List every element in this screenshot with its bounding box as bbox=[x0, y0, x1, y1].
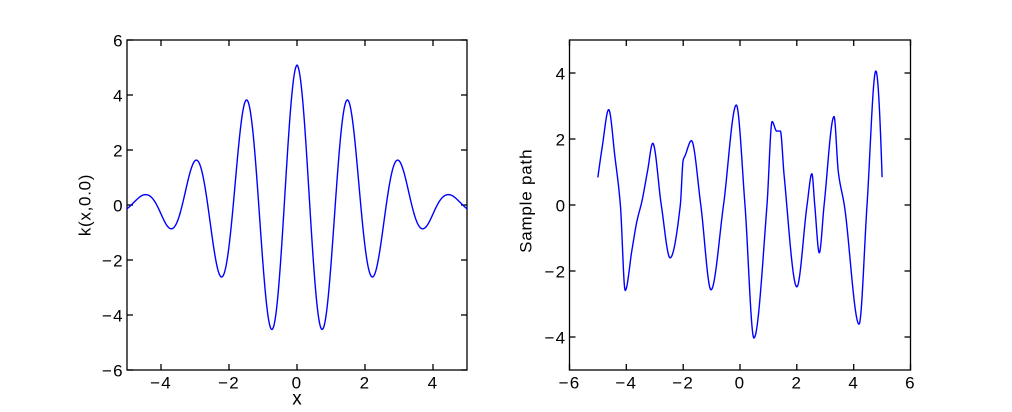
svg-text:4: 4 bbox=[848, 373, 859, 392]
svg-text:−4: −4 bbox=[545, 328, 567, 347]
svg-text:x: x bbox=[292, 389, 302, 410]
svg-text:−2: −2 bbox=[102, 251, 124, 270]
svg-text:0: 0 bbox=[735, 373, 746, 392]
svg-text:Sample path: Sample path bbox=[517, 149, 536, 253]
svg-text:−2: −2 bbox=[672, 373, 694, 392]
svg-text:2: 2 bbox=[556, 130, 567, 149]
svg-text:6: 6 bbox=[905, 373, 916, 392]
svg-text:4: 4 bbox=[428, 373, 439, 392]
svg-text:−2: −2 bbox=[545, 262, 567, 281]
svg-text:−6: −6 bbox=[102, 361, 124, 380]
svg-text:2: 2 bbox=[360, 373, 371, 392]
svg-text:4: 4 bbox=[556, 64, 567, 83]
svg-text:−4: −4 bbox=[615, 373, 637, 392]
svg-text:6: 6 bbox=[113, 31, 124, 50]
svg-text:−4: −4 bbox=[102, 306, 124, 325]
svg-text:0: 0 bbox=[556, 196, 567, 215]
svg-text:k(x,0.0): k(x,0.0) bbox=[76, 174, 95, 236]
svg-text:2: 2 bbox=[113, 141, 124, 160]
svg-text:−2: −2 bbox=[218, 373, 240, 392]
svg-text:0: 0 bbox=[113, 196, 124, 215]
svg-text:−6: −6 bbox=[559, 373, 581, 392]
svg-text:4: 4 bbox=[113, 86, 124, 105]
svg-text:2: 2 bbox=[791, 373, 802, 392]
svg-text:−4: −4 bbox=[150, 373, 172, 392]
svg-text:0: 0 bbox=[292, 373, 303, 392]
